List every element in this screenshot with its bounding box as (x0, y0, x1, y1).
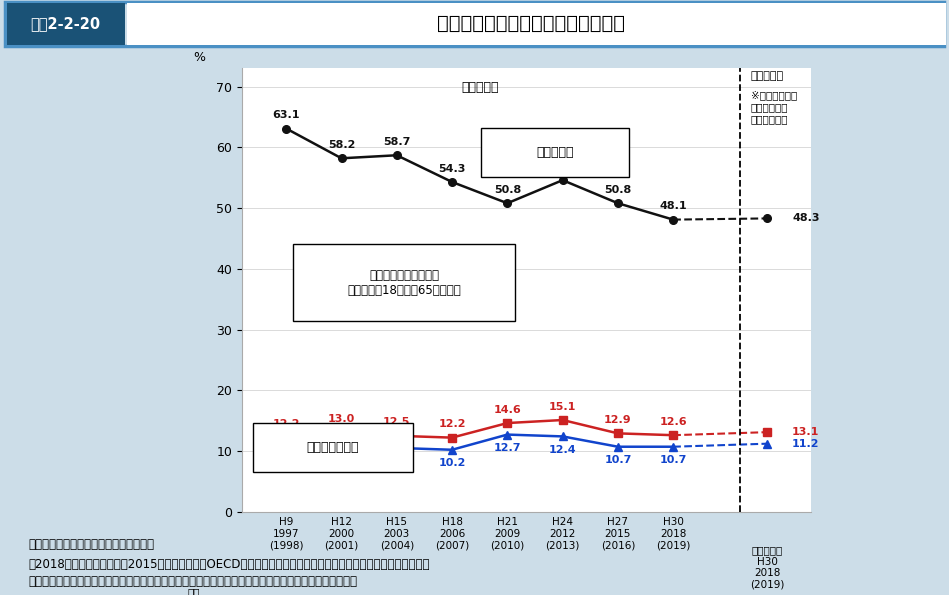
Text: 12.2: 12.2 (438, 419, 466, 429)
Text: （新基準）
H30
2018
(2019): （新基準） H30 2018 (2019) (750, 545, 785, 590)
Text: 12.2: 12.2 (272, 419, 300, 429)
Text: 11.5: 11.5 (327, 450, 355, 460)
Text: 資料：厚生労働省「国民生活基礎調査」: 資料：厚生労働省「国民生活基礎調査」 (28, 538, 155, 552)
FancyBboxPatch shape (253, 423, 413, 472)
Text: 50.8: 50.8 (605, 185, 631, 195)
Bar (127, 4, 946, 45)
Text: 動車税・軽自動車税・自動車重量税」、「企業年金掛金」及び「仕送り額」を差し引いたものである。: 動車税・軽自動車税・自動車重量税」、「企業年金掛金」及び「仕送り額」を差し引いた… (28, 575, 358, 588)
Text: （新基準）: （新基準） (751, 71, 784, 81)
Text: 10.7: 10.7 (605, 455, 632, 465)
Text: ※新基準は旧基
準と時系列比
較ができない: ※新基準は旧基 準と時系列比 較ができない (751, 90, 797, 124)
Text: 子どもがいる現役世帯
（世帯主が18歳以上65歳未満）: 子どもがいる現役世帯 （世帯主が18歳以上65歳未満） (347, 268, 461, 296)
Text: 12.9: 12.9 (605, 415, 632, 425)
Text: 63.1: 63.1 (272, 110, 300, 120)
Text: 10.8: 10.8 (272, 455, 300, 465)
Text: 11.2: 11.2 (792, 439, 820, 449)
Text: 13.1: 13.1 (792, 427, 820, 437)
Text: ひとり親家庭の相対的貧困率の推移: ひとり親家庭の相対的貧困率の推移 (437, 14, 625, 33)
Text: 50.8: 50.8 (493, 185, 521, 195)
Text: 12.7: 12.7 (493, 443, 521, 453)
Text: 14.6: 14.6 (493, 405, 521, 415)
Text: 大人が一人: 大人が一人 (536, 146, 574, 159)
Text: （旧基準）: （旧基準） (461, 80, 498, 93)
FancyBboxPatch shape (293, 243, 515, 321)
Text: 12.6: 12.6 (660, 417, 687, 427)
Text: 54.6: 54.6 (549, 162, 576, 172)
Text: 48.1: 48.1 (660, 201, 687, 211)
Text: 10.5: 10.5 (383, 456, 410, 466)
Text: 58.7: 58.7 (383, 137, 411, 147)
Text: 12.4: 12.4 (549, 444, 576, 455)
Text: 図表2-2-20: 図表2-2-20 (30, 16, 101, 31)
Text: 15.1: 15.1 (549, 402, 576, 412)
Text: 調査
対象年
（調査年）: 調査 対象年 （調査年） (178, 587, 209, 595)
Text: 2018年の「新基準」は、2015年に改定されたOECDの所得定義の新たな基準で、従来の可処分所得から更に「自: 2018年の「新基準」は、2015年に改定されたOECDの所得定義の新たな基準で… (28, 558, 430, 571)
Text: %: % (194, 51, 206, 64)
Text: 10.2: 10.2 (438, 458, 466, 468)
FancyBboxPatch shape (481, 129, 629, 177)
Text: 大人が二人以上: 大人が二人以上 (307, 441, 360, 454)
Bar (7, 4, 125, 45)
Text: 13.0: 13.0 (327, 415, 355, 424)
Text: 12.5: 12.5 (383, 418, 411, 427)
Text: 58.2: 58.2 (327, 140, 355, 150)
Text: 54.3: 54.3 (438, 164, 466, 174)
Text: 48.3: 48.3 (792, 214, 820, 223)
Text: 10.7: 10.7 (660, 455, 687, 465)
